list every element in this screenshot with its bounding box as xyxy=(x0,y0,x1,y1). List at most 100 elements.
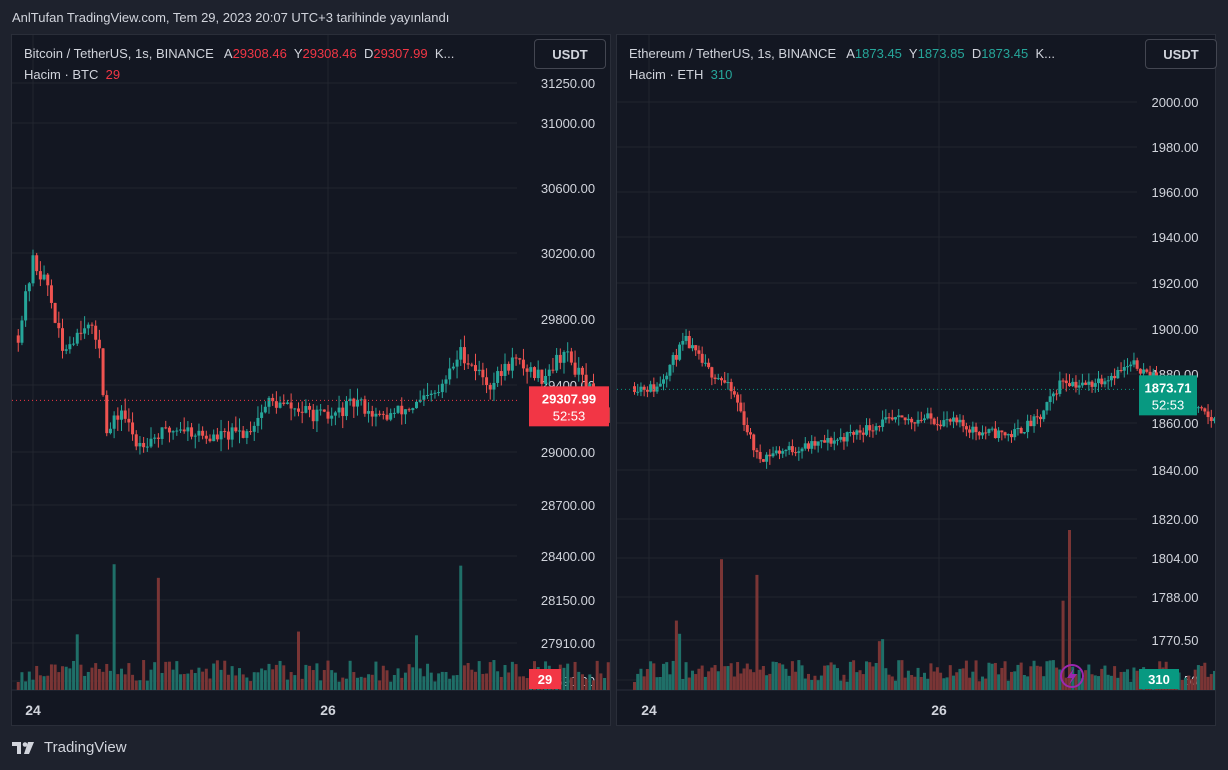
btc-volume-label[interactable]: Hacim · BTC xyxy=(24,67,99,82)
candle-body xyxy=(68,344,72,350)
candle-body xyxy=(691,345,694,349)
volume-bar xyxy=(105,663,109,690)
volume-bar xyxy=(749,669,752,690)
candle-body xyxy=(389,413,393,420)
volume-bar xyxy=(319,680,323,690)
candle-body xyxy=(326,411,330,419)
candle-body xyxy=(337,407,341,413)
volume-bar xyxy=(968,677,972,690)
candle-body xyxy=(145,446,149,448)
volume-bar xyxy=(83,675,87,690)
candle-body xyxy=(710,367,714,378)
candle-body xyxy=(858,430,862,433)
candle-body xyxy=(455,359,459,367)
candle-body xyxy=(208,438,212,442)
volume-bar xyxy=(274,664,278,690)
candle-body xyxy=(234,427,238,432)
volume-bar xyxy=(179,674,182,690)
bar-countdown: 52:53 xyxy=(553,408,586,423)
volume-bar xyxy=(592,680,595,690)
volume-bar xyxy=(765,675,769,690)
y-tick-label: 28400.00 xyxy=(541,549,595,564)
candle-body xyxy=(249,431,253,433)
volume-bar xyxy=(315,663,319,690)
volume-bar xyxy=(823,665,827,690)
volume-bar xyxy=(238,668,241,690)
candle-body xyxy=(53,302,57,323)
candle-body xyxy=(1077,385,1081,388)
volume-bar xyxy=(308,665,312,690)
eth-volume-label[interactable]: Hacim · ETH xyxy=(629,67,704,82)
candle-body xyxy=(1109,375,1113,381)
candle-body xyxy=(175,430,179,432)
candle-body xyxy=(282,402,286,404)
btc-chart-canvas[interactable]: 31250.00 31000.00 30600.00 30200.00 29800.00… xyxy=(12,35,610,725)
eth-chart-panel[interactable]: 2000.00 1980.00 1960.00 1940.00 1920.00 1900.… xyxy=(616,34,1217,726)
btc-currency-button[interactable]: USDT xyxy=(534,39,606,69)
volume-bar xyxy=(1106,674,1110,690)
volume-bar xyxy=(584,678,588,690)
candle-body xyxy=(142,442,146,448)
volume-bar xyxy=(514,664,518,690)
candle-body xyxy=(370,411,374,417)
y-tick-label: 1788.00 xyxy=(1152,590,1199,605)
candle-body xyxy=(20,320,24,343)
volume-bar xyxy=(46,675,50,690)
volume-bar xyxy=(462,665,466,690)
x-tick-label: 24 xyxy=(25,702,41,718)
volume-bar xyxy=(700,665,704,690)
volume-bar xyxy=(1061,600,1065,690)
btc-chart-panel[interactable]: 31250.00 31000.00 30600.00 30200.00 29800.00… xyxy=(11,34,611,726)
eth-low-value: 1873.45 xyxy=(981,46,1029,61)
volume-bar xyxy=(935,667,939,690)
volume-bar xyxy=(800,665,804,690)
candle-body xyxy=(215,434,219,440)
candle-body xyxy=(855,430,859,435)
candle-body xyxy=(1206,411,1210,418)
volume-bar xyxy=(897,660,901,690)
candle-body xyxy=(477,369,481,372)
volume-bar xyxy=(341,677,345,690)
eth-currency-button[interactable]: USDT xyxy=(1145,39,1217,69)
volume-bar xyxy=(1109,675,1113,690)
volume-bar xyxy=(16,681,20,690)
candle-body xyxy=(566,351,570,353)
volume-bar xyxy=(138,680,142,690)
candle-body xyxy=(179,429,182,431)
y-tick-label: 1900.00 xyxy=(1152,322,1199,337)
candle-body xyxy=(470,364,474,366)
candle-body xyxy=(1135,360,1139,369)
volume-bar xyxy=(906,670,910,690)
candle-body xyxy=(278,402,282,408)
volume-bar xyxy=(1032,660,1036,690)
candle-body xyxy=(790,446,794,453)
footer-brand[interactable]: TradingView xyxy=(12,739,127,756)
eth-chart-canvas[interactable]: 2000.00 1980.00 1960.00 1940.00 1920.00 1900.… xyxy=(617,35,1215,725)
volume-bar xyxy=(1100,668,1104,690)
candle-body xyxy=(448,368,452,380)
footer-brand-text: TradingView xyxy=(44,739,127,756)
candle-body xyxy=(263,406,267,413)
last-price-tag xyxy=(529,386,609,427)
volume-bar xyxy=(1022,674,1026,690)
eth-symbol-label[interactable]: Ethereum / TetherUS, 1s, BINANCE xyxy=(629,46,837,61)
candle-body xyxy=(681,340,685,345)
candle-body xyxy=(1022,432,1026,434)
volume-bar xyxy=(984,678,988,690)
volume-bar xyxy=(53,664,57,690)
candle-body xyxy=(164,427,168,429)
candle-body xyxy=(285,402,289,404)
btc-symbol-label[interactable]: Bitcoin / TetherUS, 1s, BINANCE xyxy=(24,46,214,61)
candle-body xyxy=(289,402,293,409)
volume-bar xyxy=(27,671,31,690)
volume-bar xyxy=(997,674,1001,690)
candle-body xyxy=(230,427,234,440)
volume-bar xyxy=(271,669,275,690)
volume-bar xyxy=(649,661,653,690)
candle-body xyxy=(101,348,105,396)
candle-body xyxy=(1084,382,1088,385)
candle-body xyxy=(977,432,981,436)
candle-body xyxy=(797,451,801,453)
candle-body xyxy=(942,420,946,427)
volume-bar xyxy=(981,676,984,690)
